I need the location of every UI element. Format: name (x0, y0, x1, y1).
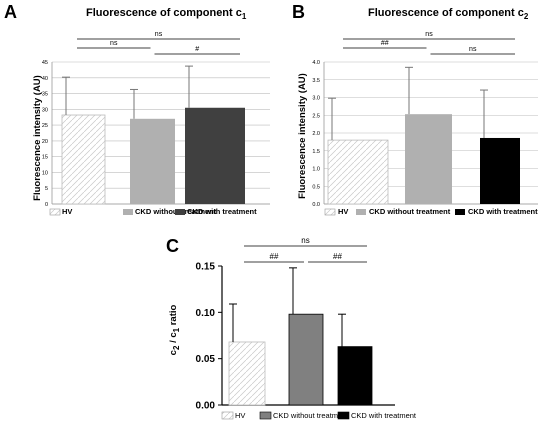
panel-b-tick-label-0: 0.0 (312, 202, 320, 208)
panel-b-tick-label-2: 1.0 (312, 167, 320, 173)
panel-b-significance-label-0: ns (425, 31, 433, 38)
panel-c-legend-label-2: CKD with treatment (351, 411, 417, 420)
panel-c-tick-label-0: 0.00 (196, 401, 216, 412)
panel-b-title: Fluorescence of component c2 (368, 7, 529, 21)
panel-b-legend-label-2: CKD with treatment (468, 207, 538, 216)
panel-c-legend-swatch-1 (259, 411, 272, 420)
panel-a-title: Fluorescence of component c1 (86, 7, 247, 21)
panel-b-significance-label-1: ## (381, 40, 389, 47)
panel-b-tick-label-4: 2.0 (312, 131, 320, 137)
panel-a-legend-swatch-1 (123, 209, 133, 215)
panel-a-bar-0 (61, 114, 106, 205)
panel-a-tick-label-3: 15 (42, 155, 48, 161)
panel-b-tick-label-8: 4.0 (312, 60, 320, 66)
panel-c-significance-label-1: ## (270, 252, 279, 261)
panel-a-tick-label-6: 30 (42, 107, 48, 113)
panel-b-tick-label-1: 0.5 (312, 184, 320, 190)
panel-b-tick-label-7: 3.5 (312, 78, 320, 84)
panel-a-legend-label-2: CKD with treatment (187, 207, 257, 216)
panel-a-legend-swatch-2 (175, 209, 185, 215)
panel-c-significance-label-0: ns (301, 236, 309, 245)
panel-b-bar-0 (327, 139, 389, 205)
panel-b-letter: B (292, 2, 305, 22)
panel-a-tick-label-1: 5 (45, 186, 48, 192)
panel-c-tick-label-2: 0.10 (196, 308, 216, 319)
panel-c-letter: C (166, 236, 179, 256)
panel-a-ylabel: Fluorescence intensity (AU) (32, 75, 43, 201)
panel-a-tick-label-9: 45 (42, 60, 48, 66)
panel-c-bar-0 (228, 341, 266, 406)
panel-b-significance-label-2: ns (469, 46, 477, 53)
panel-a-significance-label-0: ns (155, 31, 163, 38)
panel-b-chart: 0.0 0.5 1.0 1.5 2.0 2.5 3.0 3.5 4.0 ns ## ns HV CKD w… (312, 31, 538, 216)
panel-a-legend-swatch-0 (49, 208, 61, 216)
panel-b-tick-label-6: 3.0 (312, 96, 320, 102)
panel-b-tick-label-3: 1.5 (312, 149, 320, 155)
panel-b-legend-swatch-2 (455, 209, 465, 215)
panel-c-ylabel: c2 / c1 ratio (168, 304, 181, 355)
panel-c-legend-swatch-2 (337, 411, 350, 420)
panel-a-tick-label-2: 10 (42, 170, 48, 176)
panel-b-bar-1 (405, 114, 452, 204)
panel-c-legend-swatch-0 (221, 411, 234, 420)
panel-b-tick-label-5: 2.5 (312, 113, 320, 119)
panel-a-bar-2 (185, 107, 245, 204)
panel-a-tick-label-5: 25 (42, 123, 48, 129)
panel-c-legend-label-1: CKD without treatment (273, 411, 349, 420)
panel-b-legend-swatch-1 (356, 209, 366, 215)
panel-c-tick-label-1: 0.05 (196, 354, 216, 365)
panel-a-significance-label-1: ns (110, 40, 118, 47)
panel-c-bar-1 (288, 313, 324, 406)
panel-a-bar-1 (130, 118, 175, 204)
panel-a-letter: A (4, 2, 17, 22)
panel-b-bar-2 (480, 137, 520, 204)
panel-a-significance-label-2: # (195, 46, 199, 53)
panel-b-legend-label-0: HV (338, 207, 348, 216)
panel-c-chart: 0.00 0.05 0.10 0.15 ns ## ## HV CKD without trea… (196, 236, 417, 420)
panel-c-bar-2 (337, 346, 373, 406)
panel-a-tick-label-4: 20 (42, 139, 48, 145)
panel-b-legend-label-1: CKD without treatment (369, 207, 451, 216)
panel-c-tick-label-3: 0.15 (196, 262, 216, 273)
panel-b-legend-swatch-0 (324, 208, 336, 216)
panel-c-legend-label-0: HV (235, 411, 245, 420)
panel-b-ylabel: Fluorescence intensity (AU) (297, 73, 308, 199)
panel-c-significance-label-2: ## (333, 252, 342, 261)
panel-a-tick-label-0: 0 (45, 202, 48, 208)
panel-a-tick-label-8: 40 (42, 76, 48, 82)
panel-a-tick-label-7: 35 (42, 92, 48, 98)
panel-a-legend-label-0: HV (62, 207, 72, 216)
